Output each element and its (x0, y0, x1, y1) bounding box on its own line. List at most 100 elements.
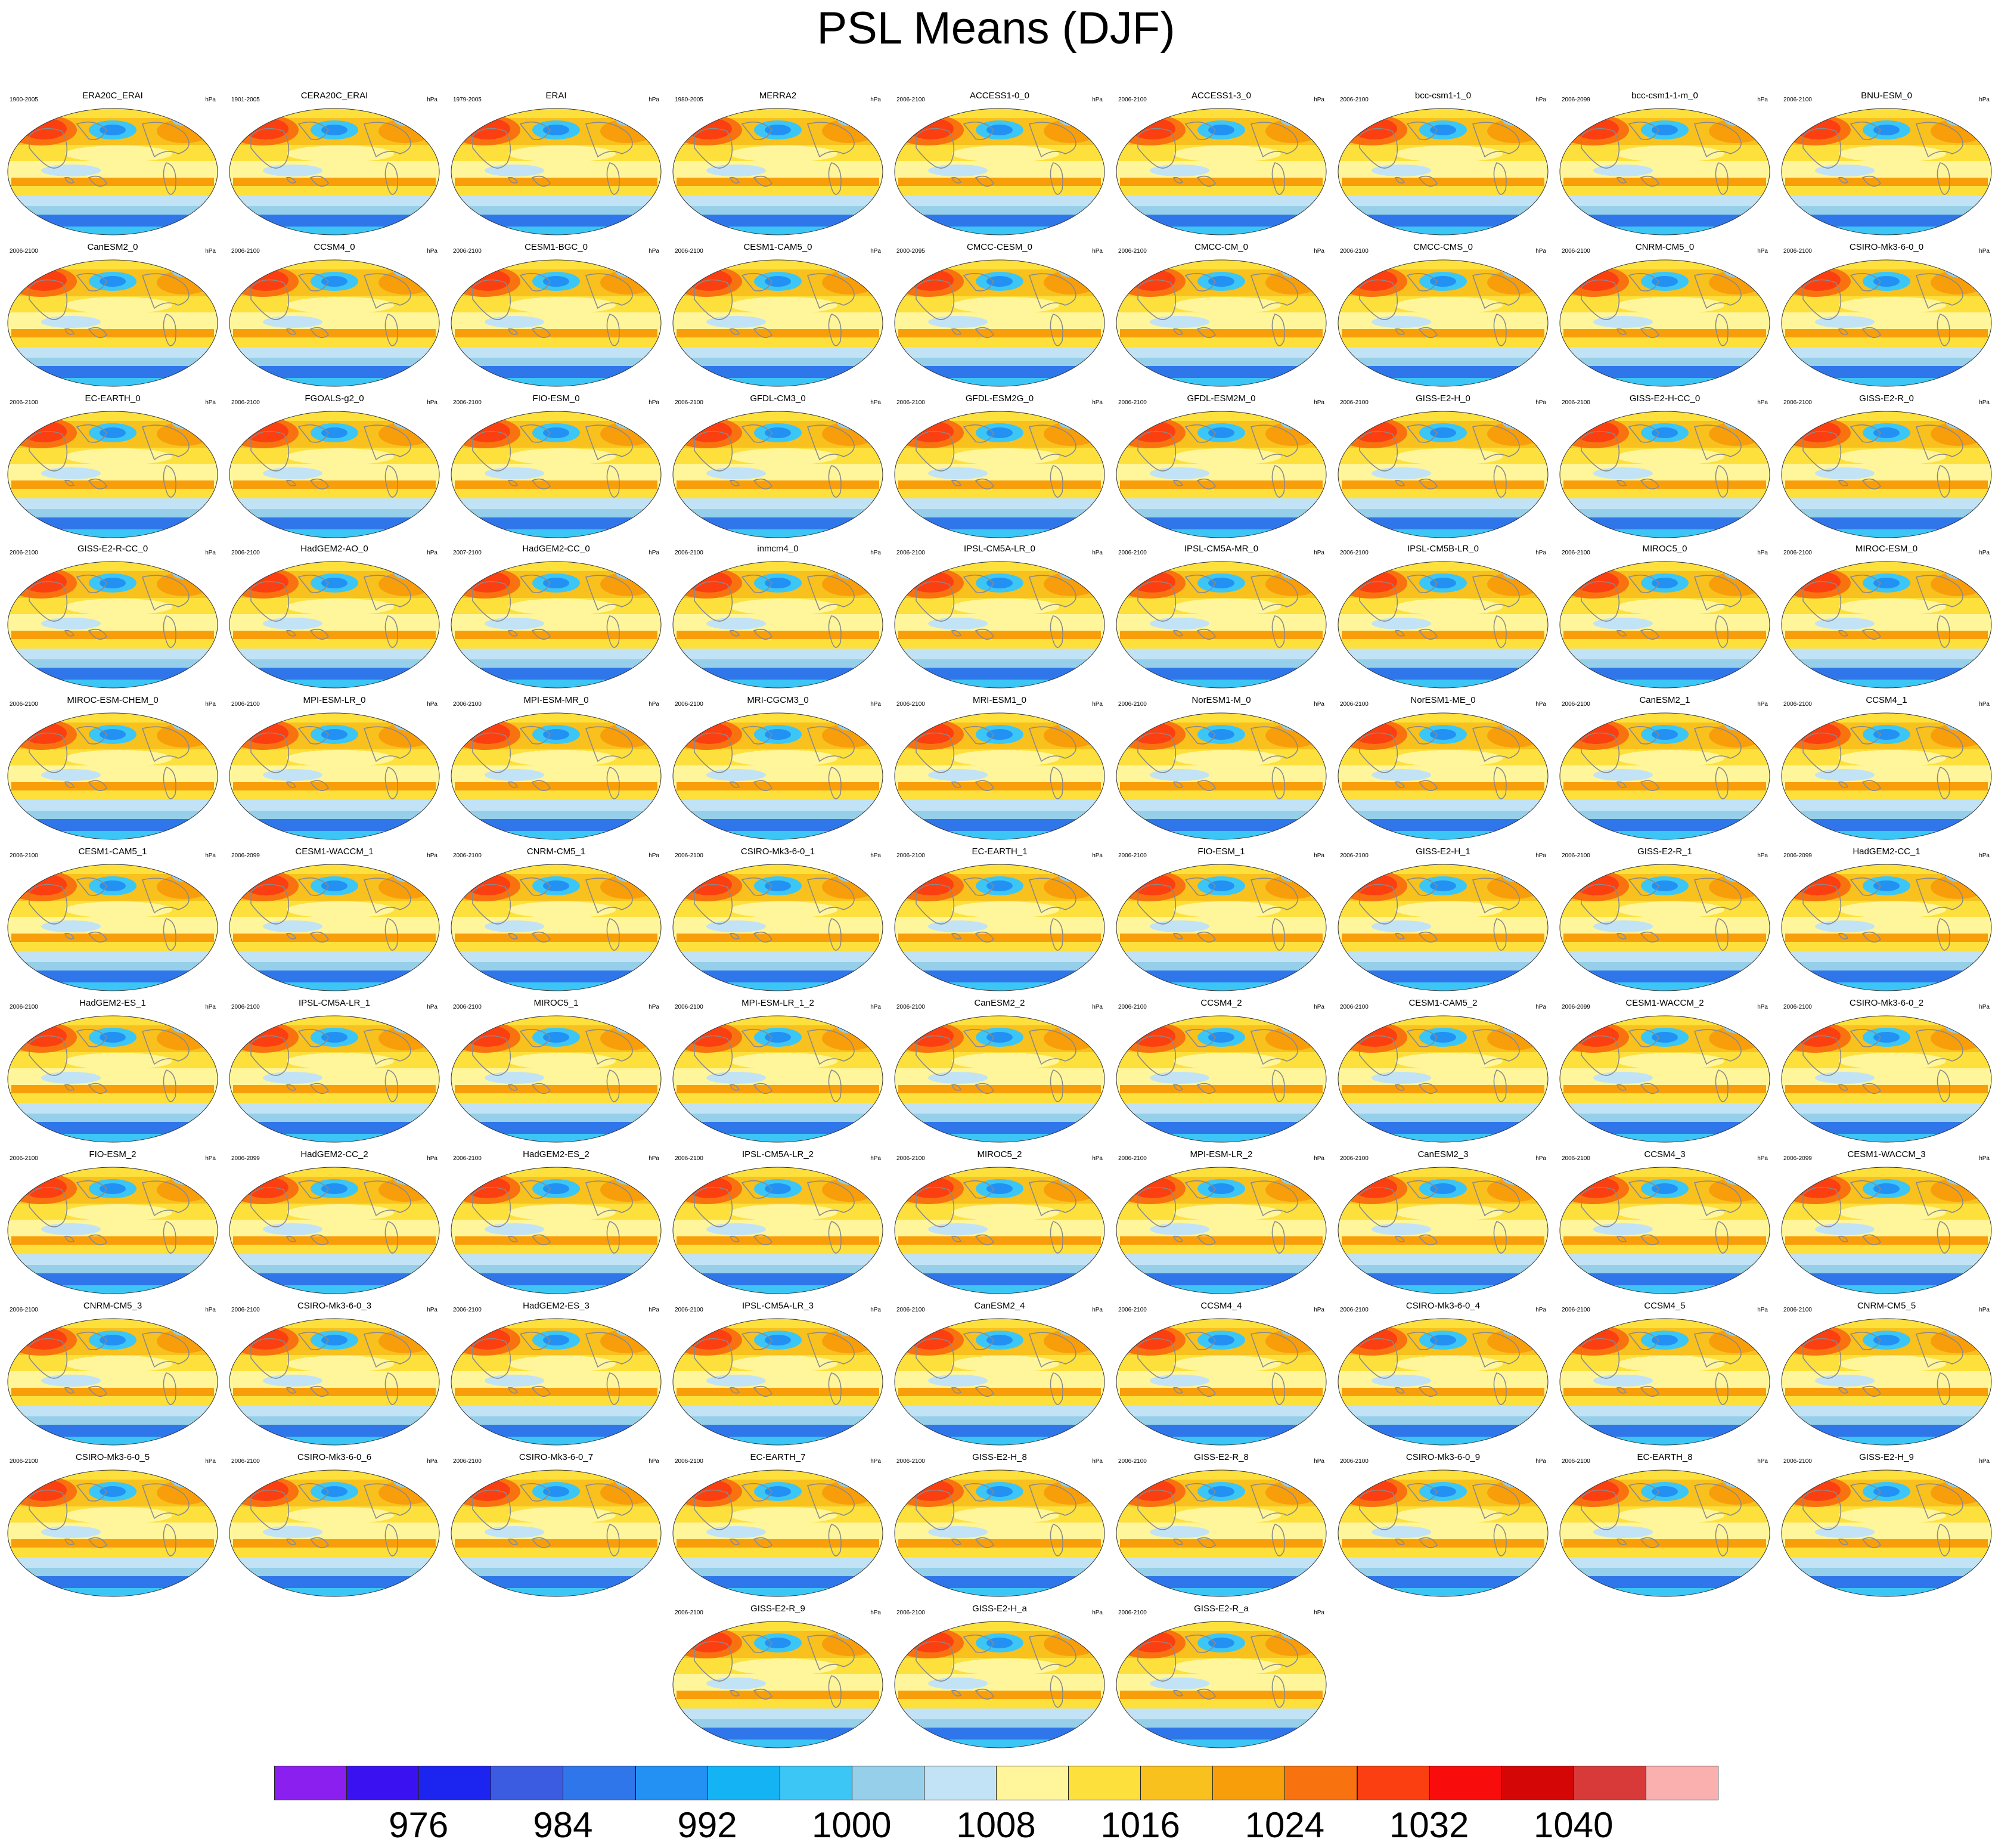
map-panel: GISS-E2-R_8 2006-2100 hPa (1113, 1450, 1329, 1599)
psl-map (1559, 108, 1770, 235)
psl-map (7, 411, 218, 538)
panel-years: 2006-2100 (1562, 1155, 1590, 1162)
panel-title: CCSM4_5 (1644, 1301, 1686, 1311)
panel-years: 2006-2100 (896, 1155, 925, 1162)
panel-unit: hPa (205, 1458, 216, 1465)
panel-title: CanESM2_2 (974, 998, 1025, 1008)
map-panel: MIROC5_2 2006-2100 hPa (892, 1147, 1107, 1296)
psl-map (7, 864, 218, 991)
panel-years: 2006-2100 (675, 1004, 703, 1010)
map-panel: EC-EARTH_0 2006-2100 hPa (5, 391, 221, 540)
panel-years: 2006-2100 (675, 1155, 703, 1162)
panel-years: 2006-2100 (675, 1610, 703, 1616)
panel-title: bcc-csm1-1_0 (1414, 91, 1472, 101)
panel-title: EC-EARTH_0 (85, 393, 141, 404)
psl-map (1781, 1469, 1992, 1597)
panel-title: BNU-ESM_0 (1861, 91, 1912, 101)
colorbar-swatch (635, 1766, 708, 1800)
panel-unit: hPa (1535, 852, 1546, 859)
map-panel: CCSM4_5 2006-2100 hPa (1557, 1298, 1773, 1447)
panel-years: 2006-2100 (1118, 550, 1147, 556)
map-panel: HadGEM2-ES_1 2006-2100 hPa (5, 996, 221, 1145)
map-panel: ERAI 1979-2005 hPa (448, 88, 664, 237)
psl-map (1338, 259, 1549, 387)
panel-years: 2006-2100 (896, 1458, 925, 1465)
panel-unit: hPa (1314, 97, 1324, 103)
psl-map (1338, 108, 1549, 235)
psl-map (451, 108, 662, 235)
colorbar-tick-label: 1024 (1245, 1805, 1325, 1845)
panel-title: FGOALS-g2_0 (305, 393, 364, 404)
panel-title: CERA20C_ERAI (300, 91, 368, 101)
panel-unit: hPa (1535, 1004, 1546, 1010)
panel-title: GISS-E2-H_8 (972, 1452, 1027, 1462)
psl-map (1559, 259, 1770, 387)
panel-years: 2006-2099 (231, 852, 260, 859)
psl-map (894, 561, 1105, 689)
panel-unit: hPa (1535, 97, 1546, 103)
panel-title: CSIRO-Mk3-6-0_7 (519, 1452, 594, 1462)
panel-unit: hPa (1757, 97, 1768, 103)
colorbar-swatch (779, 1766, 852, 1800)
panel-unit: hPa (1979, 852, 1990, 859)
panel-title: MPI-ESM-LR_1_2 (741, 998, 814, 1008)
psl-map (672, 1318, 883, 1446)
map-panel: CanESM2_3 2006-2100 hPa (1335, 1147, 1551, 1296)
map-panel: CESM1-BGC_0 2006-2100 hPa (448, 240, 664, 389)
panel-unit: hPa (1979, 550, 1990, 556)
psl-map (451, 259, 662, 387)
panel-unit: hPa (1757, 248, 1768, 255)
psl-map (7, 108, 218, 235)
panel-years: 2006-2100 (1340, 852, 1369, 859)
panel-years: 2006-2100 (453, 852, 482, 859)
panel-title: CESM1-BGC_0 (525, 242, 588, 252)
colorbar-swatch (1573, 1766, 1646, 1800)
psl-map (1338, 712, 1549, 840)
psl-map (1781, 712, 1992, 840)
psl-map (894, 411, 1105, 538)
panel-title: MIROC5_0 (1642, 544, 1687, 554)
psl-map (451, 1469, 662, 1597)
map-panel: CCSM4_3 2006-2100 hPa (1557, 1147, 1773, 1296)
panel-title: GISS-E2-R_8 (1194, 1452, 1249, 1462)
panel-unit: hPa (1757, 852, 1768, 859)
psl-map (1116, 1167, 1327, 1294)
panel-title: HadGEM2-ES_2 (523, 1149, 589, 1159)
map-panel: HadGEM2-AO_0 2006-2100 hPa (226, 541, 442, 690)
map-panel: GFDL-ESM2G_0 2006-2100 hPa (892, 391, 1107, 540)
map-panel: bcc-csm1-1-m_0 2006-2099 hPa (1557, 88, 1773, 237)
panel-title: FIO-ESM_1 (1197, 847, 1245, 857)
panel-unit: hPa (1535, 248, 1546, 255)
panel-unit: hPa (1535, 1307, 1546, 1313)
panel-title: GISS-E2-H_a (972, 1604, 1027, 1614)
map-panel: MRI-ESM1_0 2006-2100 hPa (892, 693, 1107, 842)
panel-title: GISS-E2-H-CC_0 (1629, 393, 1701, 404)
map-panel: NorESM1-ME_0 2006-2100 hPa (1335, 693, 1551, 842)
panel-years: 2006-2100 (231, 399, 260, 406)
map-panel: CESM1-WACCM_2 2006-2099 hPa (1557, 996, 1773, 1145)
panel-title: CSIRO-Mk3-6-0_2 (1849, 998, 1924, 1008)
panel-unit: hPa (649, 550, 659, 556)
panel-years: 2006-2100 (675, 550, 703, 556)
psl-map (1116, 1469, 1327, 1597)
map-panel: CCSM4_2 2006-2100 hPa (1113, 996, 1329, 1145)
panel-title: MIROC5_2 (977, 1149, 1022, 1159)
psl-map (229, 561, 440, 689)
panel-title: MIROC-ESM_0 (1855, 544, 1918, 554)
panel-title: ERA20C_ERAI (82, 91, 143, 101)
map-panel: ACCESS1-0_0 2006-2100 hPa (892, 88, 1107, 237)
map-panel: CCSM4_0 2006-2100 hPa (226, 240, 442, 389)
psl-map (894, 1318, 1105, 1446)
psl-map (1781, 864, 1992, 991)
map-panel: HadGEM2-ES_3 2006-2100 hPa (448, 1298, 664, 1447)
panel-unit: hPa (205, 97, 216, 103)
psl-map (894, 1015, 1105, 1143)
panel-title: MRI-CGCM3_0 (747, 695, 809, 705)
map-panel: HadGEM2-CC_2 2006-2099 hPa (226, 1147, 442, 1296)
colorbar-tick-label: 984 (533, 1805, 593, 1845)
panel-years: 2006-2100 (896, 1307, 925, 1313)
map-panel: CSIRO-Mk3-6-0_2 2006-2100 hPa (1779, 996, 1992, 1145)
panel-title: MPI-ESM-LR_0 (303, 695, 366, 705)
map-panel: GFDL-CM3_0 2006-2100 hPa (670, 391, 886, 540)
panel-unit: hPa (649, 1155, 659, 1162)
